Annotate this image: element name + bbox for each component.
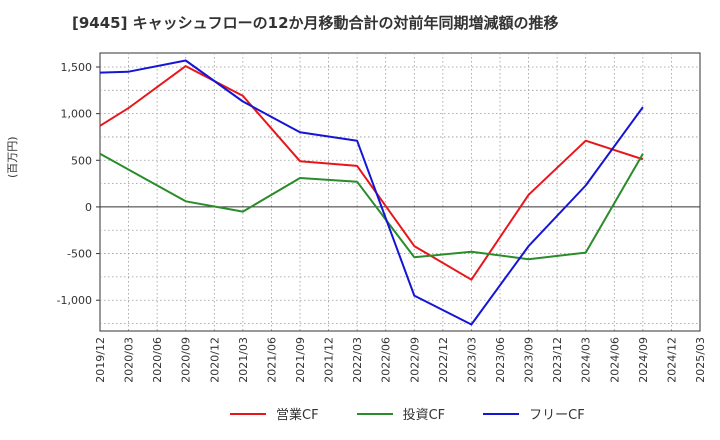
x-tick-label: 2024/03 [580, 337, 593, 383]
x-tick-label: 2020/06 [151, 337, 164, 383]
x-tick-label: 2023/09 [523, 337, 536, 383]
legend-item-free-cf: フリーCF [483, 404, 585, 423]
y-tick-label: -500 [67, 248, 92, 261]
y-tick-label: -1,000 [57, 294, 92, 307]
legend-item-operating-cf: 営業CF [230, 404, 319, 423]
legend-swatch-operating-cf [230, 412, 266, 415]
y-tick-label: 1,000 [61, 108, 93, 121]
x-tick-label: 2020/03 [123, 337, 136, 383]
x-tick-label: 2024/06 [608, 337, 621, 383]
x-tick-label: 2021/03 [237, 337, 250, 383]
legend-swatch-investing-cf [356, 412, 393, 415]
x-tick-label: 2020/09 [180, 337, 193, 383]
series-line-investing-cf [99, 152, 644, 261]
x-tick-label: 2023/12 [551, 337, 564, 383]
x-tick-label: 2021/12 [323, 337, 336, 383]
y-tick-label: 500 [71, 154, 92, 167]
x-tick-label: 2021/06 [265, 337, 278, 383]
x-tick-label: 2024/12 [665, 337, 678, 383]
x-tick-label: 2019/12 [94, 337, 107, 383]
legend-label-investing-cf: 投資CF [402, 408, 446, 423]
x-tick-label: 2022/12 [437, 337, 450, 383]
x-tick-label: 2024/09 [637, 337, 650, 383]
legend-item-investing-cf: 投資CF [356, 404, 446, 423]
plot-area [99, 52, 701, 332]
y-tick-label: 1,500 [61, 61, 93, 74]
legend-label-free-cf: フリーCF [529, 408, 585, 423]
x-tick-label: 2022/09 [408, 337, 421, 383]
x-tick-label: 2022/06 [380, 337, 393, 383]
x-tick-label: 2020/12 [208, 337, 221, 383]
legend-label-operating-cf: 営業CF [276, 408, 319, 423]
series-line-free-cf [99, 59, 644, 326]
chart-title: [9445] キャッシュフローの12か月移動合計の対前年同期増減額の推移 [72, 14, 559, 32]
y-tick-label: 0 [85, 201, 92, 214]
x-tick-label: 2023/03 [465, 337, 478, 383]
x-tick-label: 2022/03 [351, 337, 364, 383]
x-tick-label: 2025/03 [694, 337, 707, 383]
series-line-operating-cf [99, 65, 644, 281]
legend: 営業CF 投資CF フリーCF [230, 404, 585, 423]
legend-swatch-free-cf [483, 412, 520, 415]
x-tick-label: 2021/09 [294, 337, 307, 383]
x-tick-label: 2023/06 [494, 337, 507, 383]
